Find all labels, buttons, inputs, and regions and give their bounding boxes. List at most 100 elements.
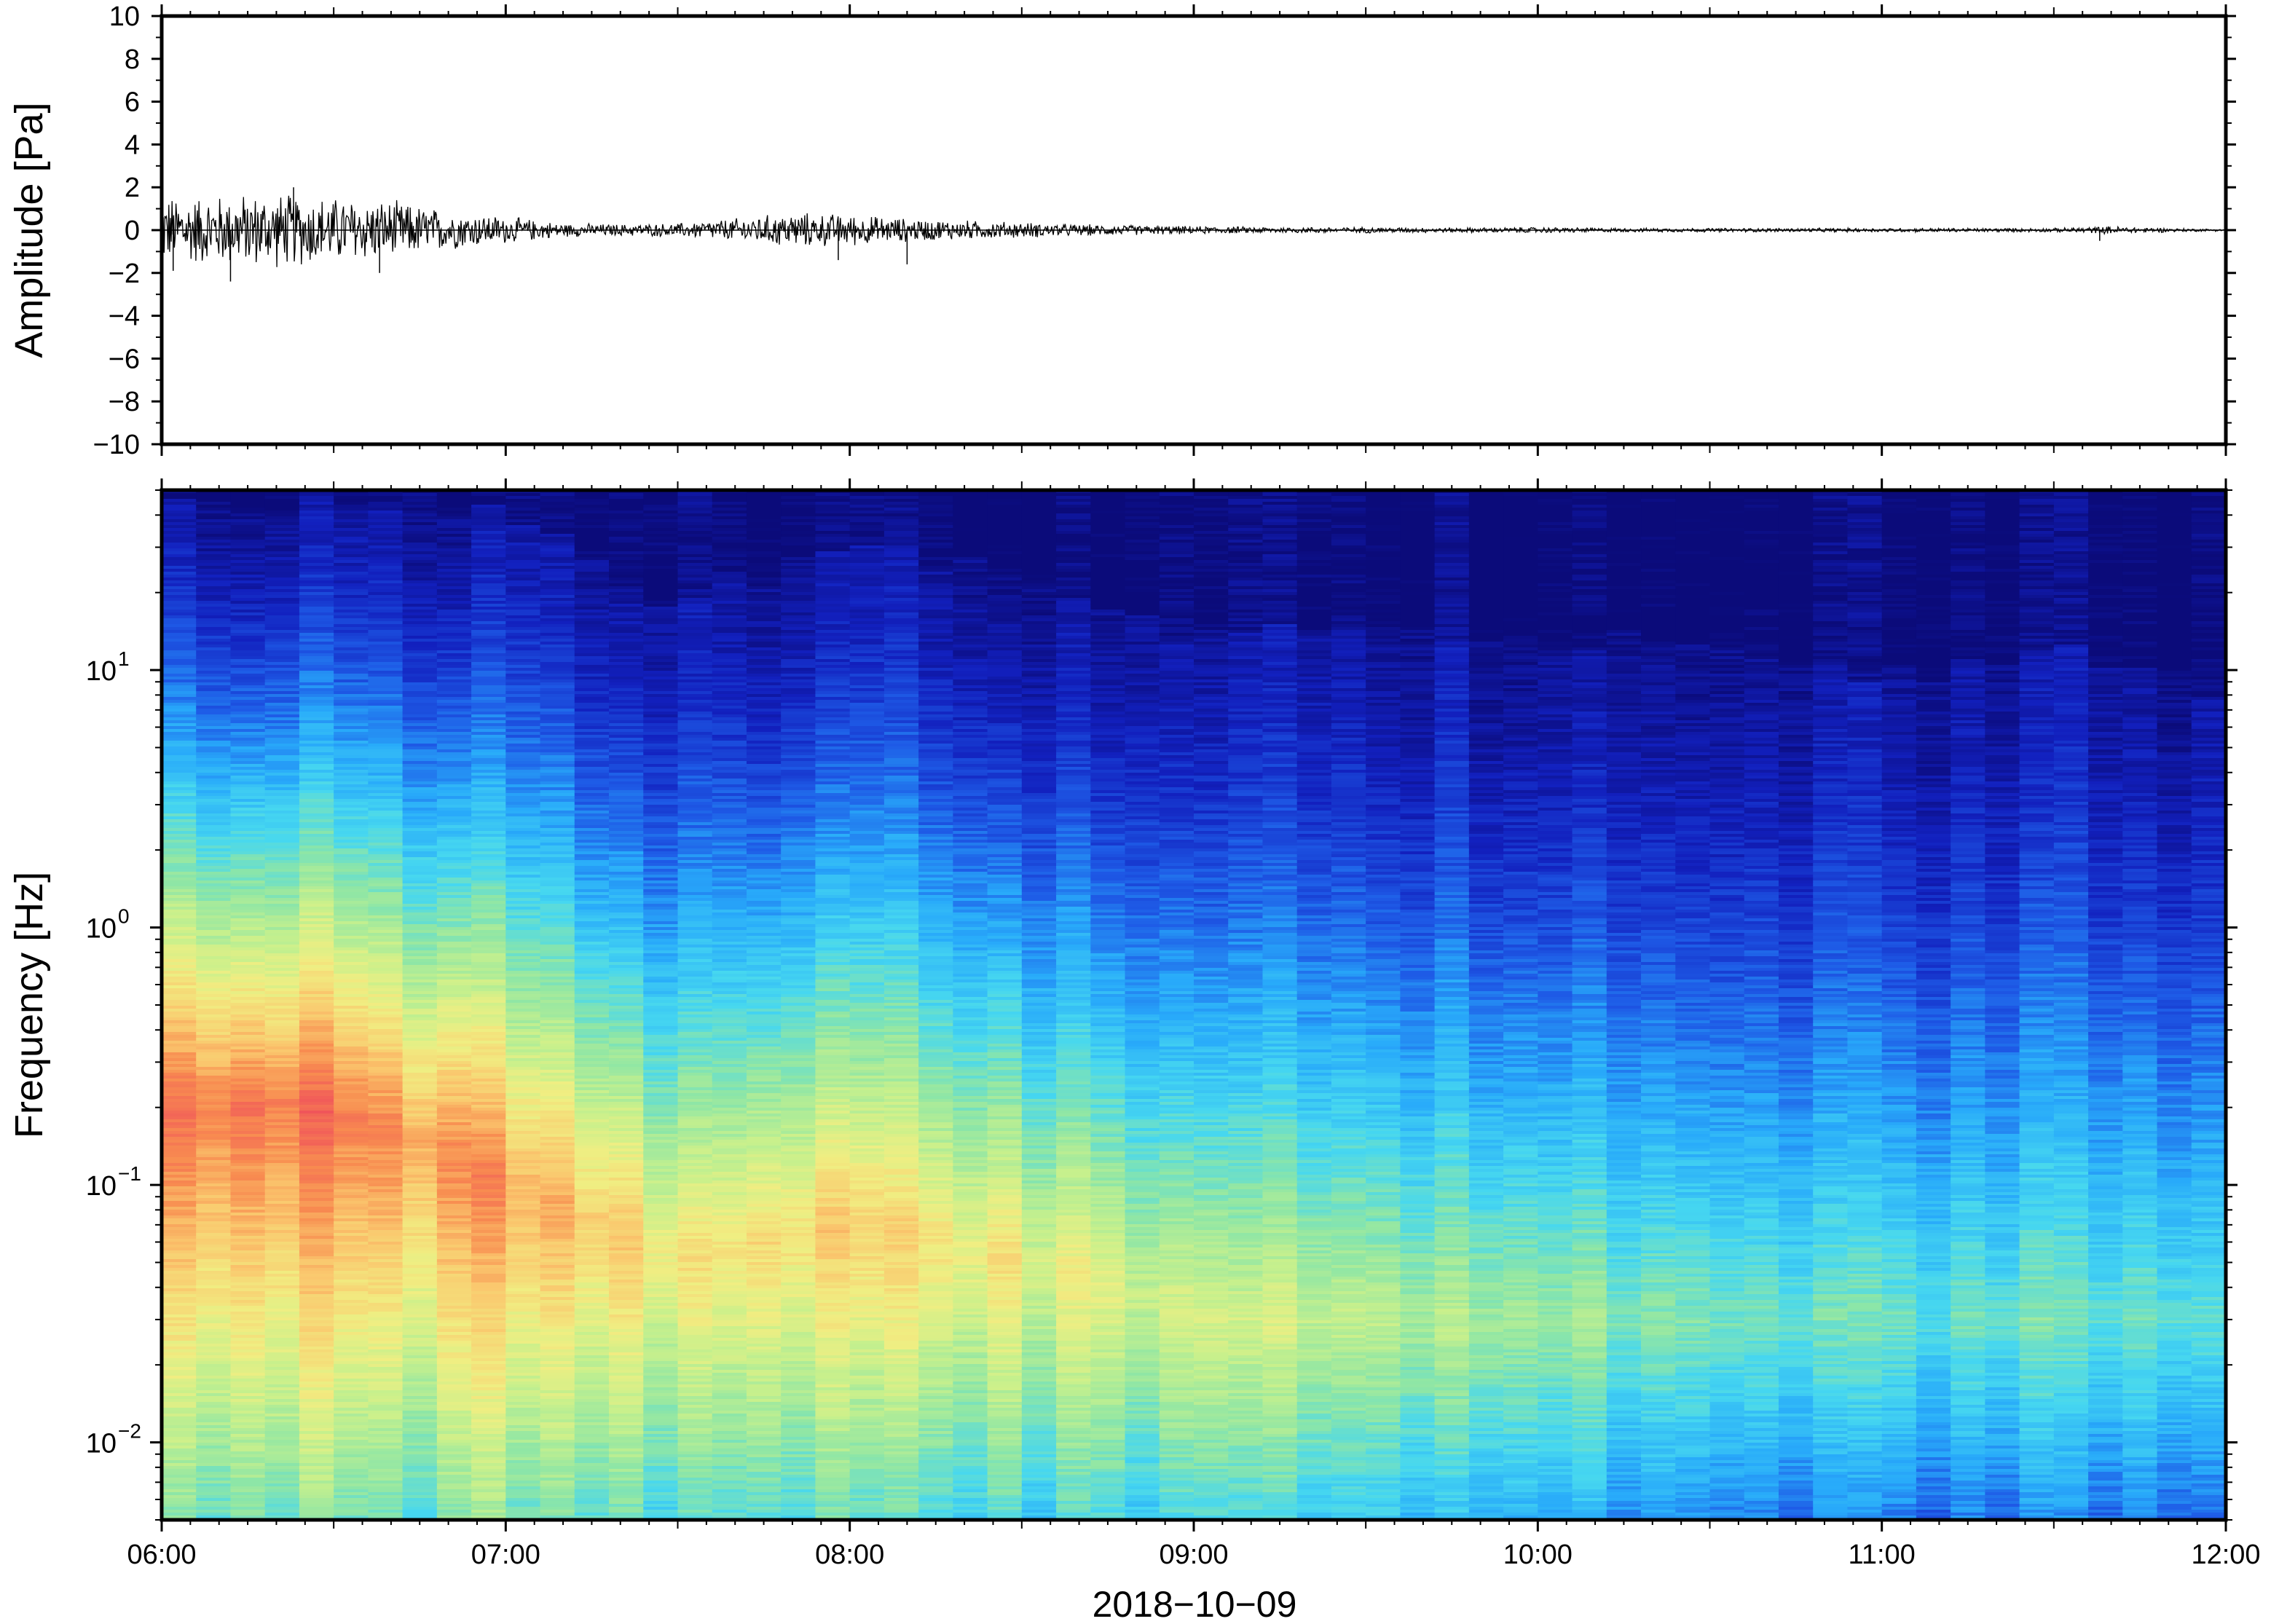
spectrogram-cell (505, 496, 541, 500)
spectrogram-cell (196, 854, 232, 858)
spectrogram-cell (162, 700, 197, 703)
spectrogram-cell (540, 1245, 575, 1248)
spectrogram-cell (334, 709, 369, 712)
spectrogram-cell (368, 840, 404, 843)
spectrogram-cell (436, 1079, 472, 1082)
spectrogram-cell (299, 624, 334, 628)
spectrogram-cell (230, 618, 266, 622)
spectrogram-cell (471, 712, 506, 715)
spectrogram-cell (609, 563, 644, 567)
spectrogram-cell (334, 1393, 369, 1397)
spectrogram-cell (505, 997, 541, 1001)
spectrogram-cell (609, 755, 644, 759)
spectrogram-cell (299, 1183, 334, 1187)
spectrogram-cell (230, 965, 266, 969)
spectrogram-cell (402, 863, 438, 867)
spectrogram-cell (334, 508, 369, 511)
spectrogram-cell (505, 988, 541, 992)
spectrogram-cell (264, 700, 300, 703)
spectrogram-cell (264, 761, 300, 765)
spectrogram-cell (471, 543, 506, 546)
spectrogram-cell (540, 528, 575, 532)
spectrogram-cell (402, 1288, 438, 1292)
spectrogram-cell (196, 700, 232, 703)
spectrogram-cell (230, 551, 266, 555)
spectrogram-cell (436, 1157, 472, 1161)
spectrogram-cell (196, 1335, 232, 1339)
spectrogram-cell (230, 1230, 266, 1234)
spectrogram-cell (196, 1239, 232, 1242)
spectrogram-cell (505, 1012, 541, 1015)
spectrogram-cell (505, 589, 541, 593)
spectrogram-cell (540, 1317, 575, 1321)
spectrogram-cell (471, 910, 506, 913)
spectrogram-cell (196, 744, 232, 747)
spectrogram-cell (402, 1108, 438, 1111)
spectrogram-cell (334, 1314, 369, 1318)
spectrogram-cell (264, 1469, 300, 1473)
spectrogram-cell (264, 1137, 300, 1140)
spectrogram-cell (368, 834, 404, 837)
spectrogram-cell (540, 927, 575, 931)
spectrogram-cell (264, 875, 300, 878)
spectrogram-cell (471, 598, 506, 602)
spectrogram-cell (264, 1140, 300, 1143)
spectrogram-cell (264, 1475, 300, 1478)
spectrogram-cell (402, 741, 438, 744)
spectrogram-cell (402, 1314, 438, 1318)
spectrogram-cell (505, 1501, 541, 1505)
spectrogram-cell (402, 1294, 438, 1298)
spectrogram-cell (264, 1218, 300, 1222)
spectrogram-cell (609, 956, 644, 960)
spectrogram-cell (402, 1230, 438, 1234)
spectrogram-cell (505, 612, 541, 616)
spectrogram-cell (299, 773, 334, 776)
spectrogram-cell (436, 545, 472, 549)
spectrogram-cell (540, 1463, 575, 1467)
spectrogram-cell (196, 572, 232, 575)
spectrogram-cell (368, 540, 404, 543)
spectrogram-cell (334, 1256, 369, 1260)
spectrogram-cell (609, 659, 644, 663)
spectrogram-cell (574, 1058, 610, 1062)
spectrogram-cell (299, 729, 334, 733)
spectrogram-cell (436, 624, 472, 628)
spectrogram-cell (299, 921, 334, 925)
spectrogram-cell (505, 493, 541, 497)
spectrogram-cell (368, 1236, 404, 1239)
spectrogram-cell (609, 566, 644, 569)
spectrogram-cell (574, 892, 610, 896)
spectrogram-cell (299, 1454, 334, 1458)
spectrogram-cell (334, 1451, 369, 1455)
spectrogram-cell (264, 863, 300, 867)
spectrogram-cell (574, 659, 610, 663)
spectrogram-cell (299, 1026, 334, 1030)
spectrogram-cell (334, 749, 369, 753)
spectrogram-cell (540, 1408, 575, 1411)
spectrogram-cell (299, 569, 334, 572)
spectrogram-cell (368, 557, 404, 561)
spectrogram-cell (471, 1084, 506, 1088)
spectrogram-cell (299, 901, 334, 904)
spectrogram-cell (162, 767, 197, 770)
spectrogram-cell (436, 706, 472, 709)
spectrogram-cell (230, 1000, 266, 1004)
spectrogram-cell (264, 580, 300, 584)
spectrogram-cell (264, 540, 300, 543)
spectrogram-cell (505, 531, 541, 535)
spectrogram-cell (436, 1472, 472, 1475)
spectrogram-cell (540, 642, 575, 645)
spectrogram-cell (574, 1291, 610, 1295)
spectrogram-cell (471, 525, 506, 529)
spectrogram-cell (264, 799, 300, 803)
spectrogram-cell (299, 1070, 334, 1073)
spectrogram-heatmap (162, 490, 2227, 1522)
spectrogram-cell (368, 1454, 404, 1458)
spectrogram-cell (162, 615, 197, 619)
spectrogram-cell (540, 854, 575, 858)
spectrogram-cell (264, 819, 300, 823)
spectrogram-cell (402, 1282, 438, 1286)
spectrogram-cell (471, 837, 506, 840)
spectrogram-cell (402, 1460, 438, 1464)
spectrogram-cell (162, 898, 197, 902)
